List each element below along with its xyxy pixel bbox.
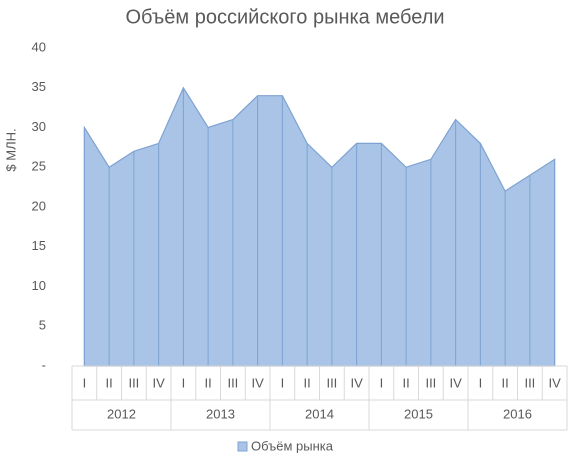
x-tick-label: II [304, 375, 311, 390]
x-tick-label: III [128, 375, 139, 390]
area [83, 86, 556, 367]
y-tick-label: 5 [39, 318, 46, 333]
x-tick-label: III [326, 375, 337, 390]
y-tick-label: 25 [32, 159, 46, 174]
x-tick-label: III [227, 375, 238, 390]
x-tick-label: I [380, 375, 384, 390]
x-group-label: 2015 [404, 406, 433, 421]
x-tick-label: I [281, 375, 285, 390]
y-tick-label: - [42, 357, 46, 372]
x-tick-label: IV [548, 375, 561, 390]
y-tick-label: 10 [32, 278, 46, 293]
x-tick-label: III [425, 375, 436, 390]
x-tick-label: IV [350, 375, 363, 390]
x-group-label: 2014 [305, 406, 334, 421]
x-tick-label: IV [152, 375, 165, 390]
x-group-label: 2013 [206, 406, 235, 421]
x-tick-label: II [205, 375, 212, 390]
x-tick-label: II [502, 375, 509, 390]
x-tick-label: I [479, 375, 483, 390]
y-axis-label: $ МЛН. [3, 128, 18, 171]
y-tick-label: 35 [32, 79, 46, 94]
x-tick-label: III [524, 375, 535, 390]
x-tick-label: IV [449, 375, 462, 390]
x-tick-label: I [83, 375, 87, 390]
y-tick-label: 20 [32, 198, 46, 213]
y-tick-label: 30 [32, 119, 46, 134]
x-tick-label: IV [251, 375, 264, 390]
x-tick-label: II [403, 375, 410, 390]
x-group-label: 2012 [107, 406, 136, 421]
x-tick-label: II [106, 375, 113, 390]
chart-title: Объём российского рынка мебели [125, 6, 444, 28]
legend-label: Объём рынка [251, 438, 334, 453]
x-tick-label: I [182, 375, 186, 390]
x-group-label: 2016 [503, 406, 532, 421]
legend-swatch [237, 441, 248, 452]
y-tick-label: 15 [32, 238, 46, 253]
y-tick-label: 40 [32, 39, 46, 54]
